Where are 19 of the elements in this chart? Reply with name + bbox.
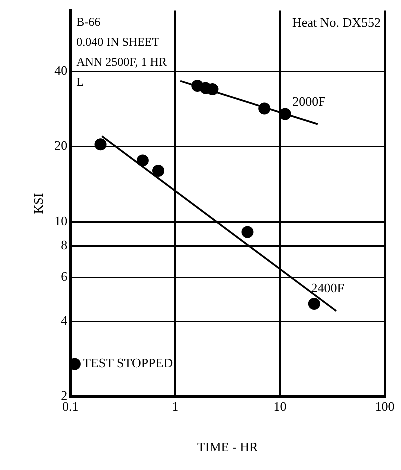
- y-tick-label: 6: [61, 268, 68, 284]
- y-axis-title: KSI: [31, 193, 46, 214]
- y-tick-label: 4: [61, 312, 68, 328]
- annotation: ANN 2500F, 1 HR: [76, 54, 167, 69]
- annotation: B-66: [76, 14, 101, 29]
- series-label: 2000F: [292, 94, 326, 109]
- y-tick-label: 8: [61, 238, 68, 253]
- x-tick-label: 10: [274, 399, 287, 414]
- annotation: 0.040 IN SHEET: [76, 34, 160, 49]
- y-tick-label: 40: [54, 62, 68, 78]
- y-tick-label: 10: [54, 213, 68, 228]
- annotation: TEST STOPPED: [82, 356, 174, 371]
- annotation: Heat No. DX552: [292, 15, 381, 30]
- annotation: L: [76, 74, 84, 89]
- x-tick-label: 1: [172, 399, 179, 414]
- x-axis-title: TIME - HR: [197, 440, 258, 455]
- series-label: 2400F: [311, 280, 344, 296]
- x-tick-label: 100: [375, 399, 395, 414]
- y-tick-label: 20: [54, 138, 68, 154]
